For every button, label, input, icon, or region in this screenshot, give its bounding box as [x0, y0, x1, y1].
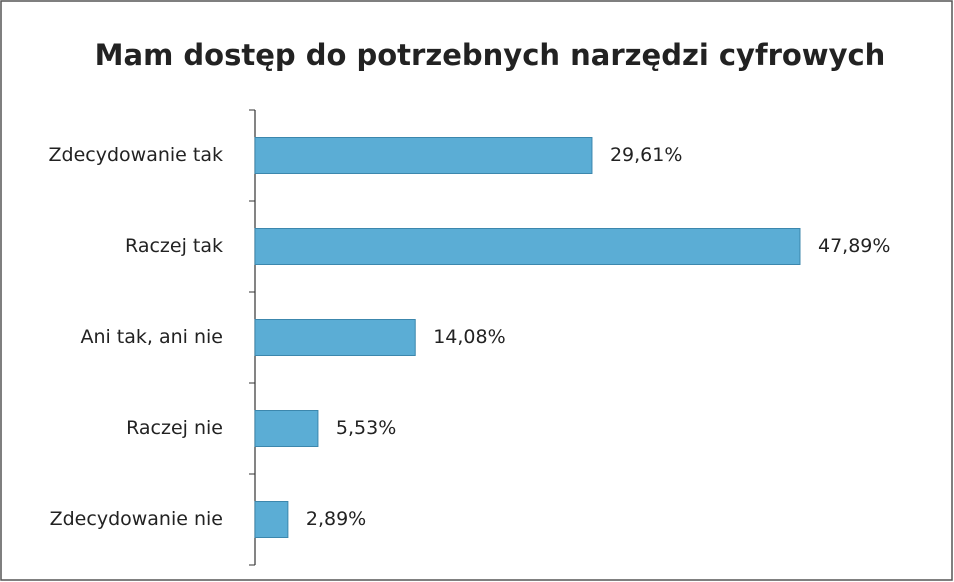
- value-label: 14,08%: [433, 326, 505, 348]
- category-label: Zdecydowanie nie: [50, 508, 223, 530]
- bar: [254, 137, 593, 174]
- bar: [254, 501, 289, 538]
- chart-title: Mam dostęp do potrzebnych narzędzi cyfro…: [95, 38, 886, 72]
- value-label: 47,89%: [818, 235, 890, 257]
- category-label: Raczej tak: [125, 235, 223, 257]
- bar: [254, 228, 801, 265]
- value-label: 29,61%: [610, 144, 682, 166]
- category-label: Zdecydowanie tak: [49, 144, 223, 166]
- bar: [254, 410, 319, 447]
- value-label: 2,89%: [306, 508, 366, 530]
- category-label: Ani tak, ani nie: [80, 326, 223, 348]
- value-label: 5,53%: [336, 417, 396, 439]
- bar: [254, 319, 416, 356]
- category-label: Raczej nie: [126, 417, 223, 439]
